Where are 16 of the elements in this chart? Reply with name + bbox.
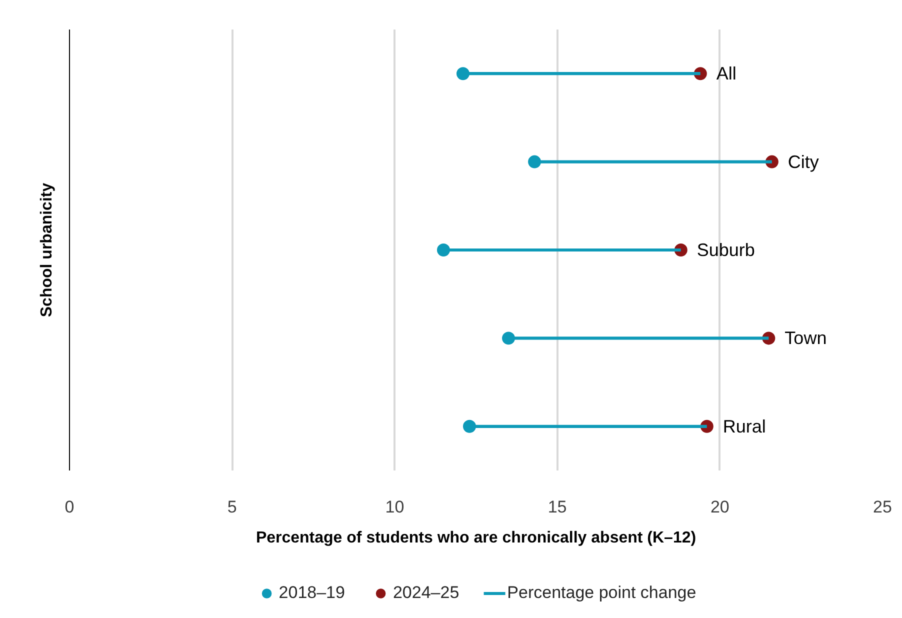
x-axis-title: Percentage of students who are chronically absent (K–12) xyxy=(256,530,696,546)
y-tick-label: All xyxy=(716,64,736,84)
x-tick-label: 10 xyxy=(385,498,404,516)
y-tick-label: Town xyxy=(784,328,827,348)
y-tick-label: Suburb xyxy=(696,240,755,260)
legend-label: Percentage point change xyxy=(507,583,696,603)
x-tick-label: 25 xyxy=(873,498,892,516)
y-axis-title: School urbanicity xyxy=(38,182,56,318)
legend-label: 2018–19 xyxy=(278,583,345,603)
legend-label: 2024–25 xyxy=(392,583,460,603)
y-tick-label: City xyxy=(788,152,819,172)
x-tick-label: 20 xyxy=(710,498,730,516)
y-tick-label: Rural xyxy=(722,416,766,436)
x-tick-label: 5 xyxy=(227,498,237,516)
x-tick-label: 15 xyxy=(548,498,567,516)
x-tick-label: 0 xyxy=(64,498,74,516)
